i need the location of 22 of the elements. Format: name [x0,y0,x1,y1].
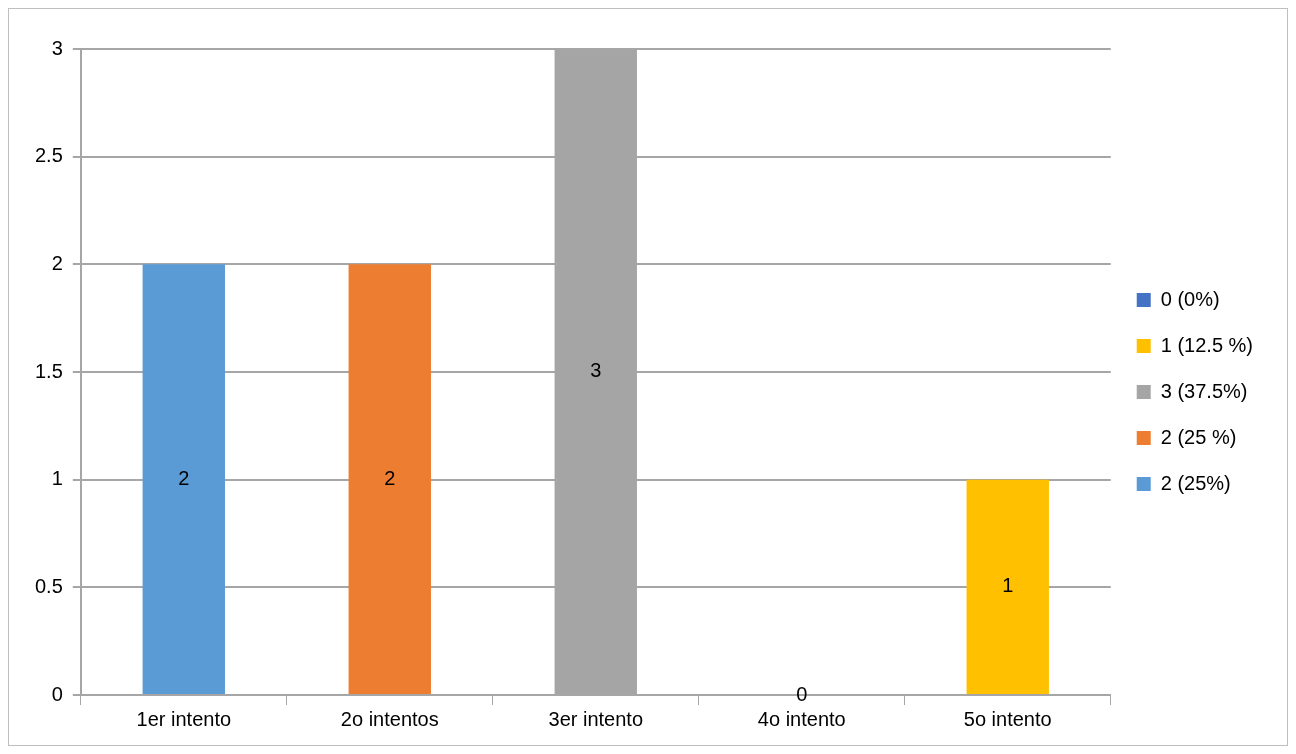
data-label: 2 [178,466,190,489]
x-tick-label: 2o intentos [340,707,439,730]
data-label: 2 [384,466,396,489]
x-tick-label: 4o intento [757,707,846,730]
legend-label: 0 (0%) [1160,287,1220,310]
data-label: 1 [1002,574,1014,597]
y-tick-label: 3 [51,36,63,59]
legend-label: 2 (25%) [1160,471,1231,494]
y-tick-label: 0.5 [34,574,63,597]
y-tick-label: 2.5 [34,144,63,167]
data-label: 3 [590,359,602,382]
legend-label: 2 (25 %) [1160,425,1237,448]
x-tick-label: 3er intento [548,707,644,730]
legend-label: 1 (12.5 %) [1160,333,1253,356]
y-tick-label: 2 [51,251,63,274]
data-label: 0 [796,682,808,705]
x-tick-label: 5o intento [963,707,1052,730]
y-tick-label: 0 [51,682,63,705]
y-tick-label: 1.5 [34,359,63,382]
legend-label: 3 (37.5%) [1160,379,1248,402]
x-tick-label: 1er intento [136,707,232,730]
y-tick-label: 1 [51,467,63,490]
